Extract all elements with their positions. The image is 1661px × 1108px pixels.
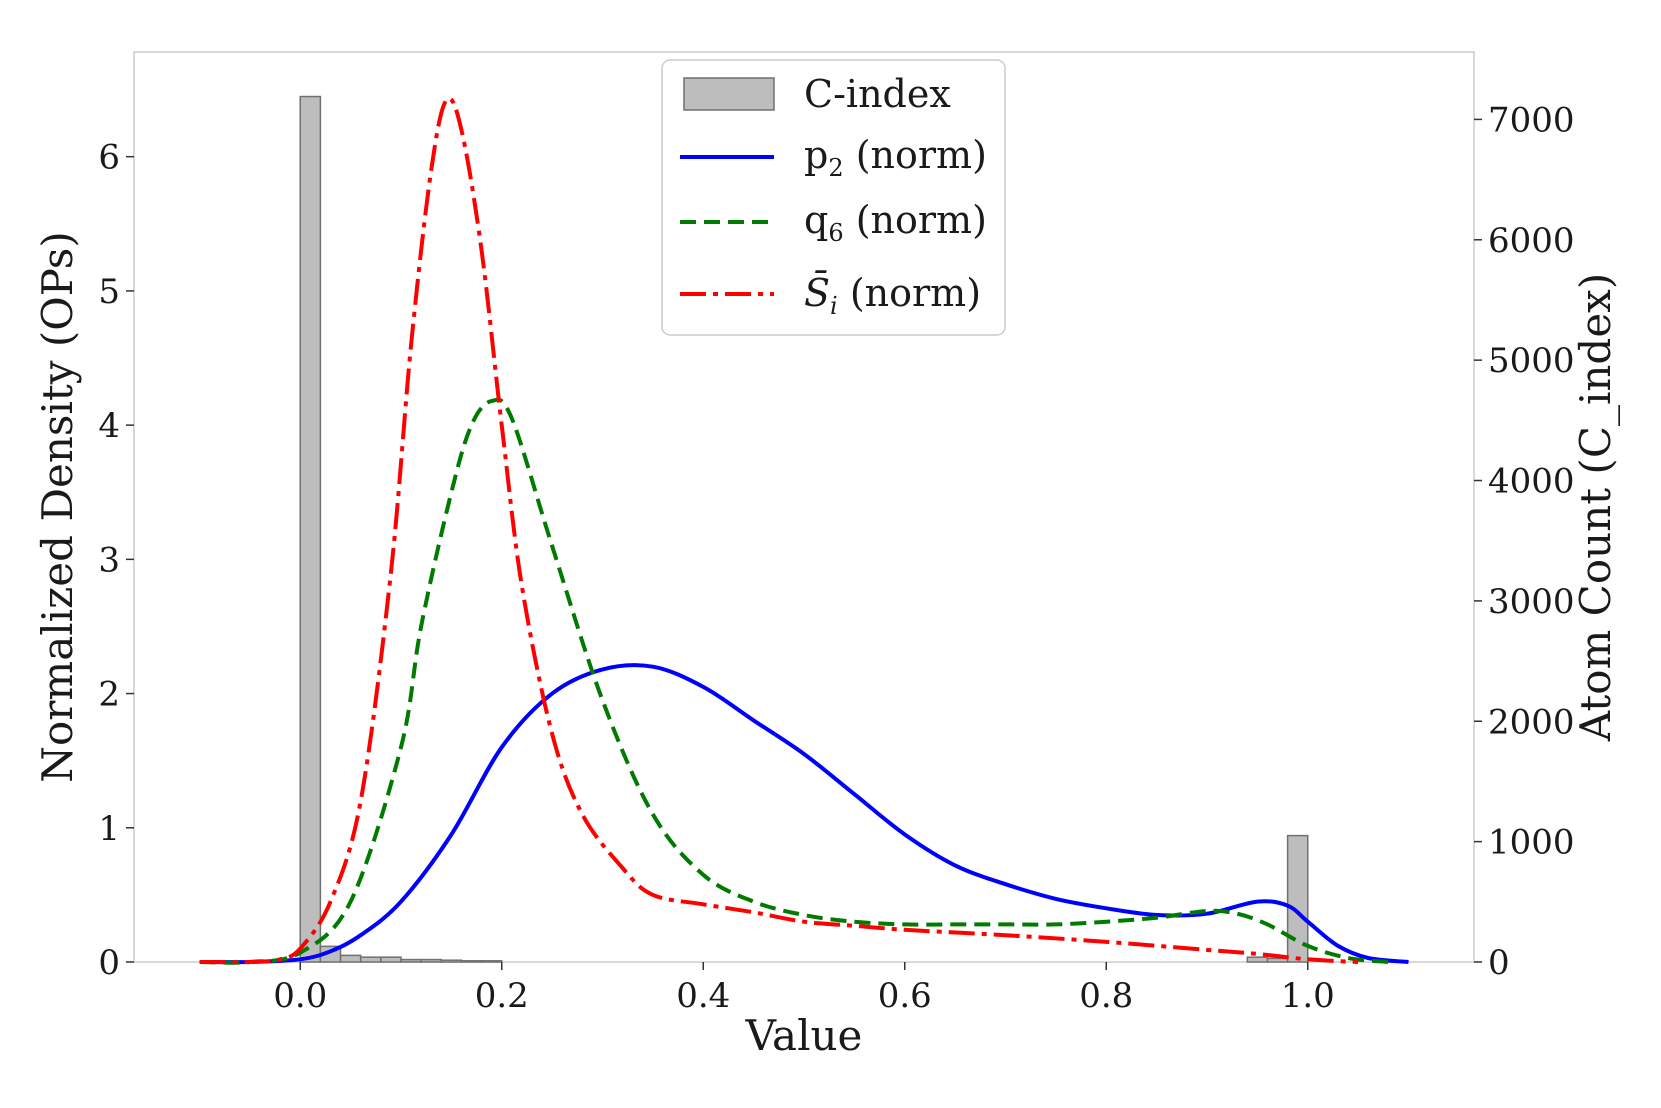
series-line-1	[199, 663, 1409, 965]
x-tick-label: 0.6	[878, 976, 932, 1016]
legend-label-q6: q6 (norm)	[804, 198, 987, 247]
legend: C-index p2 (norm) q6 (norm) S̄i (norm)	[661, 59, 1006, 336]
y-tick-label-left: 3	[98, 540, 120, 580]
axes-layer: 0.0 0.2 0.4 0.6 0.8 1.0 0 1 2 3 4 5 6 0 1000 2000 3000 40…	[98, 100, 1574, 1016]
legend-label-si: S̄i (norm)	[804, 271, 981, 320]
y-tick-label-right: 0	[1488, 943, 1510, 983]
y-axis-title-left: Normalized Density (OPs)	[33, 231, 82, 782]
x-axis-title: Value	[745, 1011, 863, 1060]
y-tick-label-left: 1	[98, 809, 120, 849]
x-tick-label: 0.2	[475, 976, 529, 1016]
y-tick-label-left: 5	[98, 272, 120, 312]
histogram-bar	[380, 956, 402, 963]
histogram-bar	[440, 959, 463, 963]
x-tick-label: 1.0	[1281, 976, 1335, 1016]
histogram-bar	[400, 958, 422, 963]
histogram-bar	[299, 95, 322, 963]
legend-swatch-c-index	[683, 77, 775, 111]
histogram-bar	[1246, 956, 1269, 963]
histogram-layer	[299, 95, 1309, 963]
series-line-2	[199, 397, 1389, 965]
y-tick-label-left: 0	[98, 943, 120, 983]
histogram-bar	[460, 960, 483, 963]
x-tick-label: 0.8	[1079, 976, 1133, 1016]
y-tick-label-right: 5000	[1488, 341, 1575, 381]
histogram-bar	[420, 958, 443, 963]
histogram-bar	[339, 954, 362, 963]
y-tick-label-right: 7000	[1488, 100, 1575, 140]
y-tick-label-right: 2000	[1488, 702, 1575, 742]
y-tick-label-left: 2	[98, 675, 120, 715]
y-tick-label-right: 1000	[1488, 823, 1575, 863]
x-tick-label: 0.0	[273, 976, 327, 1016]
y-tick-label-left: 6	[98, 138, 120, 178]
histogram-bar	[480, 960, 503, 963]
y-tick-label-right: 4000	[1488, 462, 1575, 502]
legend-label-p2: p2 (norm)	[804, 133, 987, 182]
x-tick-label: 0.4	[676, 976, 730, 1016]
legend-frame	[661, 59, 1006, 336]
legend-label-c-index: C-index	[804, 72, 951, 116]
histogram-bar	[359, 956, 382, 963]
histogram-bar	[1286, 834, 1309, 963]
y-axis-title-right: Atom Count (C_index)	[1571, 273, 1620, 743]
y-tick-label-right: 3000	[1488, 582, 1575, 622]
y-tick-label-right: 6000	[1488, 221, 1575, 261]
y-tick-label-left: 4	[98, 406, 120, 446]
series-line-3	[199, 96, 1359, 965]
lines-layer	[199, 96, 1409, 965]
